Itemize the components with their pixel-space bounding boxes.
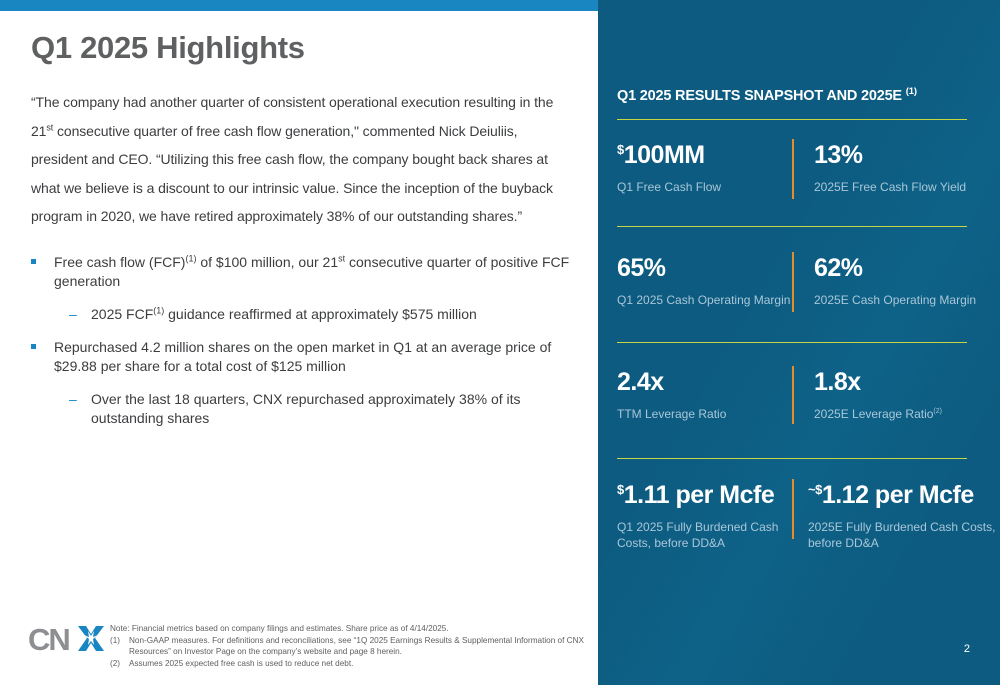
- metric-value: 13%: [814, 141, 863, 169]
- dash-bullet-icon: –: [69, 306, 77, 322]
- metric-free-cash-flow-yield: 13% 2025E Free Cash Flow Yield: [814, 141, 989, 195]
- metric-label: 2025E Cash Operating Margin: [814, 293, 977, 307]
- metric-value: ~$1.12 per Mcfe: [808, 481, 974, 509]
- metric-value: 1.8x: [814, 368, 861, 396]
- metric-ttm-leverage-ratio: 2.4x TTM Leverage Ratio: [617, 368, 792, 422]
- metric-label: TTM Leverage Ratio: [617, 407, 727, 421]
- list-item: Repurchased 4.2 million shares on the op…: [31, 338, 571, 376]
- metric-value: 65%: [617, 254, 666, 282]
- footnote-item: (2) Assumes 2025 expected free cash is u…: [110, 658, 354, 668]
- top-accent-bar: [0, 0, 598, 11]
- square-bullet-icon: [31, 259, 36, 264]
- cnx-logo-icon: CN: [28, 623, 104, 653]
- metric-value: 62%: [814, 254, 863, 282]
- ceo-quote: “The company had another quarter of cons…: [31, 88, 571, 231]
- metric-2025e-leverage-ratio: 1.8x 2025E Leverage Ratio(2): [814, 368, 989, 422]
- divider-line: [617, 226, 967, 227]
- dash-bullet-icon: –: [69, 391, 77, 407]
- metric-value: 2.4x: [617, 368, 664, 396]
- metric-label: 2025E Fully Burdened Cash Costs, before …: [808, 520, 996, 550]
- metric-value: $1.11 per Mcfe: [617, 481, 775, 509]
- page-title: Q1 2025 Highlights: [31, 30, 305, 65]
- footnote-note: Note: Financial metrics based on company…: [110, 624, 449, 633]
- svg-text:CN: CN: [28, 623, 69, 653]
- metric-label: Q1 2025 Fully Burdened Cash Costs, befor…: [617, 520, 779, 550]
- metric-2025e-cash-operating-margin: 62% 2025E Cash Operating Margin: [814, 254, 989, 308]
- metric-q1-cash-operating-margin: 65% Q1 2025 Cash Operating Margin: [617, 254, 792, 308]
- divider-line: [617, 458, 967, 459]
- divider-line: [617, 119, 967, 120]
- results-snapshot-panel: Q1 2025 RESULTS SNAPSHOT AND 2025E (1) $…: [598, 0, 1000, 685]
- footnote-item: (1) Non-GAAP measures. For definitions a…: [110, 635, 584, 657]
- footnotes: Note: Financial metrics based on company…: [110, 623, 585, 669]
- vertical-divider: [792, 479, 794, 539]
- sub-list-item: – Over the last 18 quarters, CNX repurch…: [69, 391, 521, 426]
- highlights-list: Free cash flow (FCF)(1) of $100 million,…: [31, 253, 571, 442]
- metric-2025e-cash-costs: ~$1.12 per Mcfe 2025E Fully Burdened Cas…: [808, 481, 998, 551]
- vertical-divider: [792, 366, 794, 424]
- square-bullet-icon: [31, 344, 36, 349]
- metric-label: Q1 2025 Cash Operating Margin: [617, 293, 791, 307]
- metric-label: Q1 Free Cash Flow: [617, 180, 722, 194]
- panel-title: Q1 2025 RESULTS SNAPSHOT AND 2025E (1): [617, 86, 917, 104]
- metric-q1-cash-costs: $1.11 per Mcfe Q1 2025 Fully Burdened Ca…: [617, 481, 792, 551]
- divider-line: [617, 342, 967, 343]
- vertical-divider: [792, 252, 794, 312]
- list-item: Free cash flow (FCF)(1) of $100 million,…: [31, 253, 571, 291]
- metric-q1-free-cash-flow: $100MM Q1 Free Cash Flow: [617, 141, 792, 195]
- metric-value: $100MM: [617, 141, 705, 169]
- vertical-divider: [792, 139, 794, 199]
- page-number: 2: [963, 643, 970, 655]
- metric-label: 2025E Free Cash Flow Yield: [814, 180, 967, 194]
- quote-text: “The company had another quarter of cons…: [31, 94, 554, 225]
- sub-list-item: – 2025 FCF(1) guidance reaffirmed at app…: [69, 305, 477, 322]
- metric-label: 2025E Leverage Ratio(2): [814, 407, 942, 421]
